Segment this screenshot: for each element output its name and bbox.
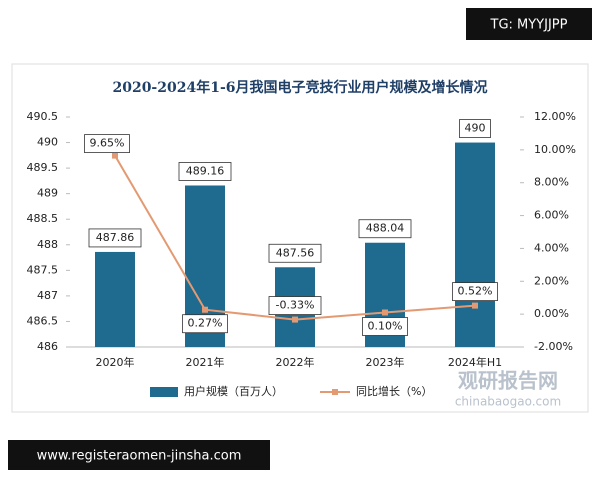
data-label: 0.10% [368,320,403,333]
y-tick-label: 487 [37,289,58,302]
data-label-box [178,162,232,181]
data-label: 0.27% [188,317,223,330]
line-marker [382,309,388,316]
line-marker [112,152,118,159]
data-label-box [358,219,412,239]
data-label-box [362,317,408,336]
data-label: 0.52% [458,285,493,298]
data-label: -0.33% [276,299,315,312]
x-tick-label: 2024年H1 [448,355,502,369]
watermark-box [466,8,592,40]
y2-tick-label: 12.00% [534,110,576,123]
legend-label: 同比增长（%） [356,384,432,398]
brand-url: chinabaogao.com [455,395,561,409]
legend-swatch [150,387,178,397]
y2-tick-label: 0.00% [534,307,569,320]
watermark: www.registeraomen-jinsha.com [37,449,242,464]
y2-tick-label: 2.00% [534,274,569,287]
y-tick-label: 489.5 [27,161,59,174]
data-label: 487.56 [276,246,315,259]
watermark: TG: MYYJJPP [490,18,568,33]
y2-tick-label: -2.00% [534,340,573,353]
data-label-box [268,296,322,315]
brand: 观研报告网 [458,369,558,393]
y-tick-label: 486 [37,340,58,353]
legend-swatch [332,389,338,395]
data-label-box [84,134,130,154]
line-marker [202,306,208,313]
y-tick-label: 490.5 [27,110,59,123]
data-label: 487.86 [96,231,135,244]
data-label: 488.04 [366,222,405,235]
x-tick-label: 2022年 [276,355,315,369]
y2-tick-label: 8.00% [534,176,569,189]
chart-title: 2020-2024年1-6月我国电子竞技行业用户规模及增长情况 [112,79,487,96]
line-marker [292,316,298,323]
y-tick-label: 488.5 [27,212,59,225]
y-tick-label: 490 [37,136,58,149]
y2-tick-label: 10.00% [534,143,576,156]
data-label-box [459,119,491,138]
data-label: 489.16 [186,164,225,177]
x-tick-label: 2023年 [366,355,405,369]
data-label-box [88,228,142,248]
data-label-box [452,282,498,302]
data-label: 9.65% [90,137,125,150]
x-tick-label: 2021年 [186,355,225,369]
y-tick-label: 487.5 [27,263,59,276]
y2-tick-label: 4.00% [534,241,569,254]
y-tick-label: 488 [37,238,58,251]
line-marker [472,302,478,309]
y-tick-label: 486.5 [27,314,59,327]
data-label-box [268,243,322,263]
data-label: 490 [465,122,486,135]
x-tick-label: 2020年 [96,355,135,369]
data-label-box [182,314,228,334]
watermark-box [8,440,270,470]
legend-label: 用户规模（百万人） [184,384,283,398]
bar [95,251,135,347]
y-tick-label: 489 [37,187,58,200]
bar [455,142,495,347]
y2-tick-label: 6.00% [534,209,569,222]
